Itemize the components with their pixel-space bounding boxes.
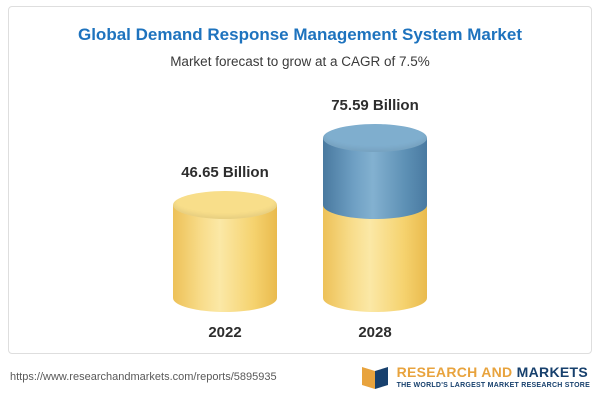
chart-title: Global Demand Response Management System… bbox=[77, 25, 523, 44]
bar-2022-top-cap bbox=[173, 191, 277, 219]
footer: https://www.researchandmarkets.com/repor… bbox=[0, 356, 600, 398]
logo-text: RESEARCH AND MARKETS THE WORLD'S LARGEST… bbox=[397, 365, 590, 389]
bar-2028-upper-segment bbox=[323, 124, 427, 219]
bar-2028-top-cap bbox=[323, 124, 427, 152]
bar-2028-lower-segment bbox=[323, 205, 427, 312]
chart-subtitle: Market forecast to grow at a CAGR of 7.5… bbox=[170, 54, 430, 69]
bar-2028 bbox=[323, 124, 427, 312]
logo-tagline: THE WORLD'S LARGEST MARKET RESEARCH STOR… bbox=[396, 381, 590, 389]
logo-word-markets: MARKETS bbox=[516, 364, 588, 381]
category-label-2022: 2022 bbox=[208, 324, 242, 341]
bar-group-2028: 75.59 Billion 2028 bbox=[323, 97, 427, 341]
researchandmarkets-logo-icon bbox=[361, 367, 388, 389]
value-label-2022: 46.65 Billion bbox=[181, 164, 269, 181]
chart-card: Global Demand Response Management System… bbox=[8, 6, 592, 354]
category-label-2028: 2028 bbox=[358, 324, 392, 341]
value-label-2028: 75.59 Billion bbox=[331, 97, 419, 114]
logo-word-research: RESEARCH bbox=[396, 364, 478, 381]
logo-wordmark: RESEARCH AND MARKETS bbox=[397, 365, 590, 380]
bar-2022 bbox=[173, 191, 277, 312]
report-url: https://www.researchandmarkets.com/repor… bbox=[10, 371, 277, 383]
logo-word-and: AND bbox=[481, 364, 513, 381]
plot-area: 46.65 Billion 2022 75.59 Billion 2028 bbox=[9, 97, 591, 341]
researchandmarkets-logo: RESEARCH AND MARKETS THE WORLD'S LARGEST… bbox=[360, 364, 590, 390]
bar-group-2022: 46.65 Billion 2022 bbox=[173, 164, 277, 341]
